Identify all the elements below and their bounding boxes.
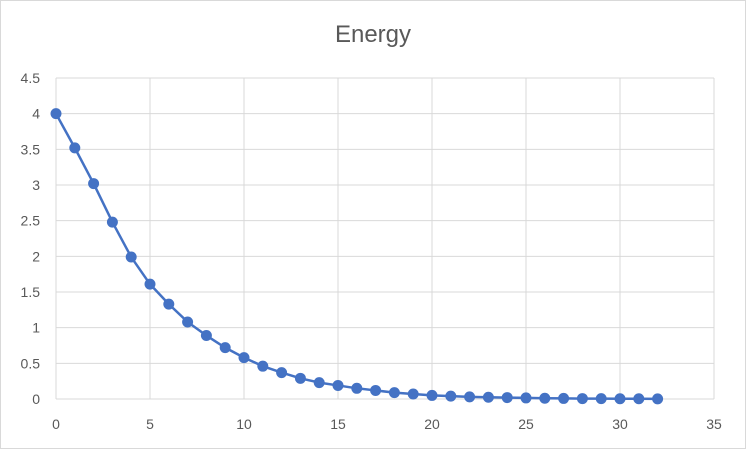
x-tick-label: 5 [146, 416, 154, 432]
x-tick-label: 10 [236, 416, 252, 432]
data-point [501, 392, 513, 404]
x-tick-label: 20 [424, 416, 440, 432]
data-point [614, 393, 626, 405]
data-point [388, 387, 400, 399]
y-tick-label: 0 [32, 391, 40, 407]
y-tick-label: 1 [32, 320, 40, 336]
y-tick-label: 2 [32, 248, 40, 264]
data-point [276, 367, 288, 379]
data-point [558, 392, 570, 404]
data-point [219, 342, 231, 354]
y-tick-label: 0.5 [21, 355, 41, 371]
data-point [106, 216, 118, 228]
x-tick-label: 30 [612, 416, 628, 432]
data-point [294, 372, 306, 384]
data-point [88, 178, 100, 190]
data-point [576, 393, 588, 405]
data-point [426, 389, 438, 401]
data-point [69, 142, 81, 154]
data-point [464, 391, 476, 403]
x-tick-label: 15 [330, 416, 346, 432]
data-point [332, 379, 344, 391]
data-point [351, 382, 363, 394]
data-point [182, 316, 194, 328]
data-point [163, 298, 175, 310]
data-point [407, 388, 419, 400]
data-point [200, 330, 212, 342]
data-point [520, 392, 532, 404]
data-point [257, 360, 269, 372]
y-tick-label: 3 [32, 177, 40, 193]
data-point [238, 352, 250, 364]
x-tick-label: 35 [706, 416, 722, 432]
y-tick-label: 2.5 [21, 213, 41, 229]
x-tick-label: 25 [518, 416, 534, 432]
data-point [539, 392, 551, 404]
data-point [144, 278, 156, 290]
y-tick-label: 3.5 [21, 141, 41, 157]
x-tick-label: 0 [52, 416, 60, 432]
data-point [482, 391, 494, 403]
y-tick-label: 1.5 [21, 284, 41, 300]
data-point [50, 108, 62, 120]
chart-title: Energy [334, 21, 412, 48]
data-point [125, 251, 137, 263]
data-point [652, 393, 664, 405]
data-point [370, 384, 382, 396]
data-point [313, 377, 325, 389]
data-point [633, 393, 645, 405]
data-point [445, 390, 457, 402]
data-point [595, 393, 607, 405]
y-tick-label: 4.5 [21, 70, 41, 86]
y-tick-label: 4 [32, 106, 40, 122]
